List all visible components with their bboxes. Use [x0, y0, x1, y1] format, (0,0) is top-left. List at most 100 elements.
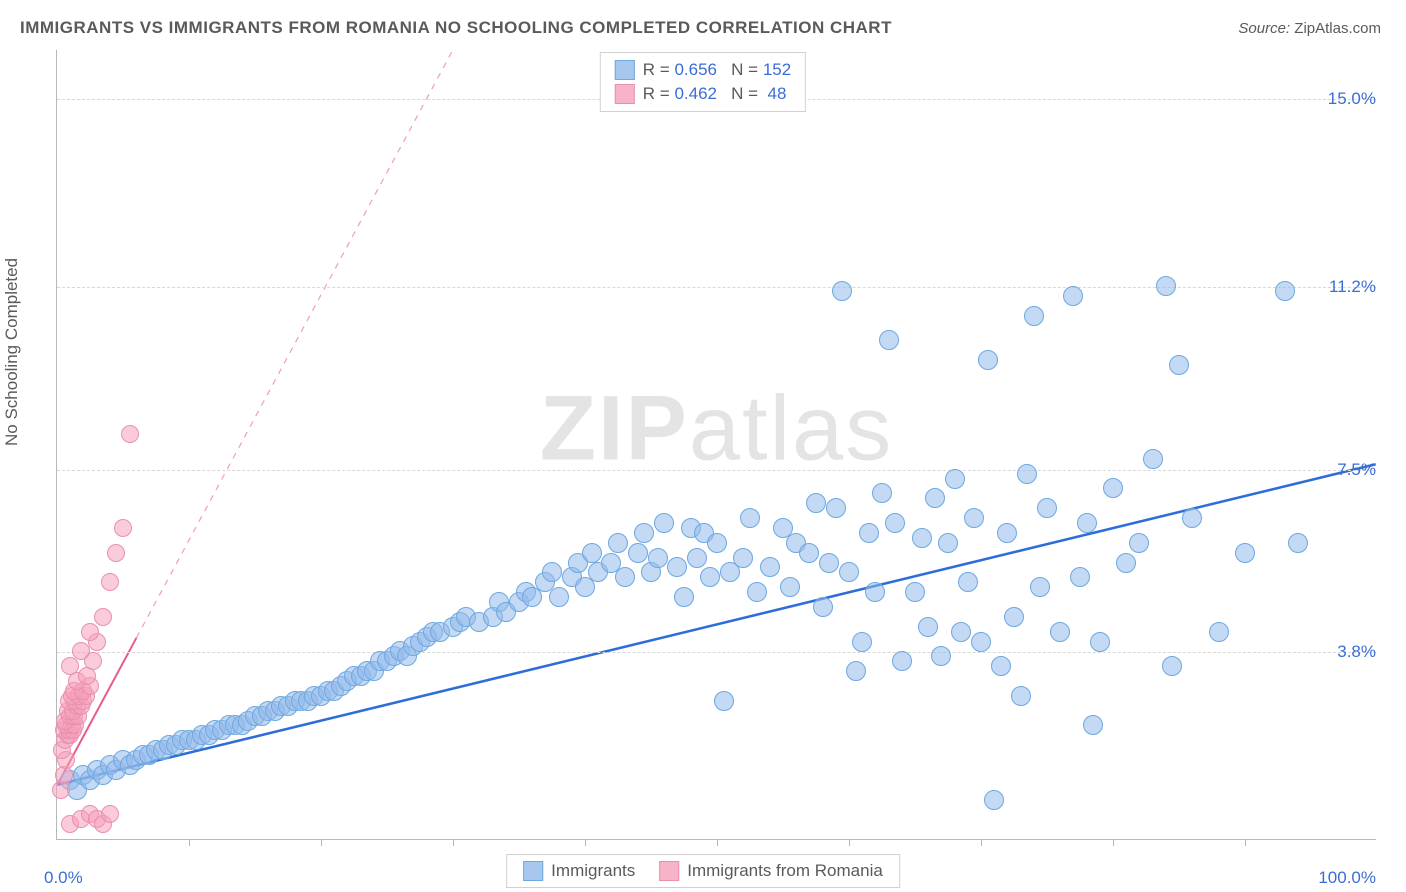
swatch-pink-icon [615, 84, 635, 104]
data-point [1288, 533, 1308, 553]
data-point [1037, 498, 1057, 518]
data-point [549, 587, 569, 607]
data-point [964, 508, 984, 528]
data-point [674, 587, 694, 607]
data-point [1162, 656, 1182, 676]
data-point [885, 513, 905, 533]
data-point [1275, 281, 1295, 301]
data-point [608, 533, 628, 553]
legend-label-romania: Immigrants from Romania [687, 861, 883, 881]
data-point [667, 557, 687, 577]
data-point [654, 513, 674, 533]
data-point [1083, 715, 1103, 735]
y-tick-label: 15.0% [1328, 89, 1376, 109]
data-point [971, 632, 991, 652]
data-point [958, 572, 978, 592]
data-point [852, 632, 872, 652]
swatch-blue-icon [615, 60, 635, 80]
data-point [799, 543, 819, 563]
data-point [687, 548, 707, 568]
data-point [101, 805, 119, 823]
data-point [648, 548, 668, 568]
data-point [94, 608, 112, 626]
source-label: Source: [1238, 20, 1290, 37]
data-point [1024, 306, 1044, 326]
data-point [1129, 533, 1149, 553]
data-point [733, 548, 753, 568]
data-point [121, 425, 139, 443]
watermark: ZIPatlas [540, 376, 893, 481]
data-point [1070, 567, 1090, 587]
data-point [582, 543, 602, 563]
x-tick [1113, 839, 1114, 846]
data-point [991, 656, 1011, 676]
y-tick-label: 3.8% [1337, 642, 1376, 662]
x-axis-max-label: 100.0% [1318, 868, 1376, 888]
data-point [81, 623, 99, 641]
legend-item-immigrants: Immigrants [523, 861, 635, 881]
data-point [707, 533, 727, 553]
data-point [72, 642, 90, 660]
data-point [984, 790, 1004, 810]
legend-item-romania: Immigrants from Romania [659, 861, 883, 881]
data-point [747, 582, 767, 602]
gridline [57, 470, 1376, 471]
plot-area: ZIPatlas [56, 50, 1376, 840]
data-point [1017, 464, 1037, 484]
data-point [819, 553, 839, 573]
x-axis-min-label: 0.0% [44, 868, 83, 888]
data-point [905, 582, 925, 602]
data-point [806, 493, 826, 513]
data-point [931, 646, 951, 666]
data-point [918, 617, 938, 637]
data-point [107, 544, 125, 562]
watermark-atlas: atlas [689, 377, 893, 479]
data-point [542, 562, 562, 582]
data-point [938, 533, 958, 553]
data-point [1050, 622, 1070, 642]
data-point [865, 582, 885, 602]
stat-r-pink: R = 0.462 N = 48 [643, 84, 787, 104]
x-tick [849, 839, 850, 846]
data-point [634, 523, 654, 543]
data-point [978, 350, 998, 370]
data-point [879, 330, 899, 350]
stat-r-blue: R = 0.656 N = 152 [643, 60, 791, 80]
swatch-blue-icon [523, 861, 543, 881]
data-point [628, 543, 648, 563]
x-tick [321, 839, 322, 846]
data-point [1209, 622, 1229, 642]
swatch-pink-icon [659, 861, 679, 881]
source-value: ZipAtlas.com [1294, 20, 1381, 37]
data-point [1103, 478, 1123, 498]
data-point [1030, 577, 1050, 597]
data-point [740, 508, 760, 528]
legend-stats: R = 0.656 N = 152 R = 0.462 N = 48 [600, 52, 806, 112]
data-point [1116, 553, 1136, 573]
y-tick-label: 7.5% [1337, 460, 1376, 480]
data-point [101, 573, 119, 591]
data-point [700, 567, 720, 587]
data-point [714, 691, 734, 711]
chart-title: IMMIGRANTS VS IMMIGRANTS FROM ROMANIA NO… [20, 18, 892, 38]
watermark-zip: ZIP [540, 377, 689, 479]
data-point [1235, 543, 1255, 563]
data-point [1090, 632, 1110, 652]
source-attribution: Source: ZipAtlas.com [1238, 20, 1381, 37]
legend-stats-row-pink: R = 0.462 N = 48 [615, 82, 791, 106]
data-point [859, 523, 879, 543]
legend-label-immigrants: Immigrants [551, 861, 635, 881]
data-point [1182, 508, 1202, 528]
data-point [846, 661, 866, 681]
data-point [912, 528, 932, 548]
gridline [57, 287, 1376, 288]
data-point [1004, 607, 1024, 627]
data-point [813, 597, 833, 617]
y-axis-label: No Schooling Completed [2, 258, 22, 446]
x-tick [717, 839, 718, 846]
x-tick [585, 839, 586, 846]
data-point [1063, 286, 1083, 306]
legend-series: Immigrants Immigrants from Romania [506, 854, 900, 888]
x-tick [189, 839, 190, 846]
data-point [615, 567, 635, 587]
